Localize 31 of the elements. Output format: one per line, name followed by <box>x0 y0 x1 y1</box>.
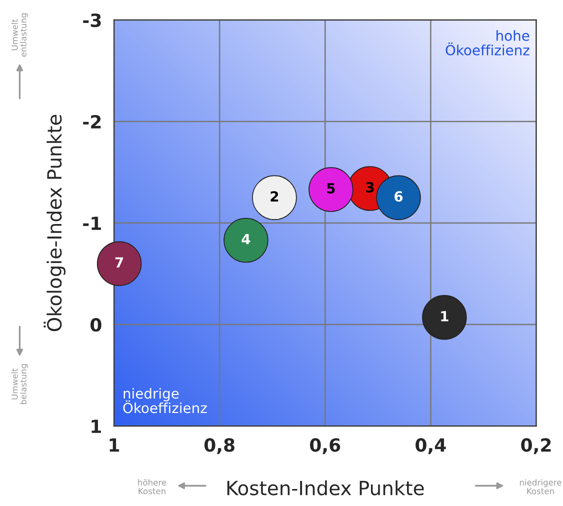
text: höhere Kosten <box>138 479 166 494</box>
y-tick-label: -2 <box>83 114 101 128</box>
x-tick-label: 1 <box>110 438 120 452</box>
series-label: 2 <box>270 191 278 202</box>
x-axis-title: Kosten-Index Punkte <box>227 480 424 496</box>
x-tick-label: 0,8 <box>204 438 234 454</box>
x-tick-label: 0,2 <box>521 438 551 454</box>
text: Umwelt belastung <box>11 364 28 404</box>
y-tick-label: 0 <box>90 318 102 332</box>
point <box>376 175 421 220</box>
annotation: hohe Ökoeffizienz <box>446 30 530 56</box>
x-tick-label: 0,6 <box>310 438 340 454</box>
y-tick-label: -3 <box>83 13 101 28</box>
series-label: 1 <box>441 311 448 322</box>
point <box>224 218 268 263</box>
point <box>422 295 467 340</box>
text: niedrigere Kosten <box>520 479 562 494</box>
series-label: 7 <box>115 257 124 268</box>
point <box>252 175 297 220</box>
x-tick-label: 0,4 <box>416 438 446 454</box>
text: Umwelt entlastung <box>11 13 28 57</box>
y-axis-title: Ökologie-Index Punkte <box>44 114 66 332</box>
series-label: 3 <box>366 182 374 193</box>
series-label: 5 <box>327 183 335 194</box>
y-tick-label: 1 <box>92 420 101 433</box>
point <box>308 167 354 212</box>
series-label: 4 <box>242 234 250 244</box>
point <box>96 241 142 286</box>
y-tick-label: -1 <box>83 216 101 230</box>
series-label: 6 <box>394 191 403 202</box>
annotation: niedrige Ökoeffizienz <box>123 388 207 414</box>
